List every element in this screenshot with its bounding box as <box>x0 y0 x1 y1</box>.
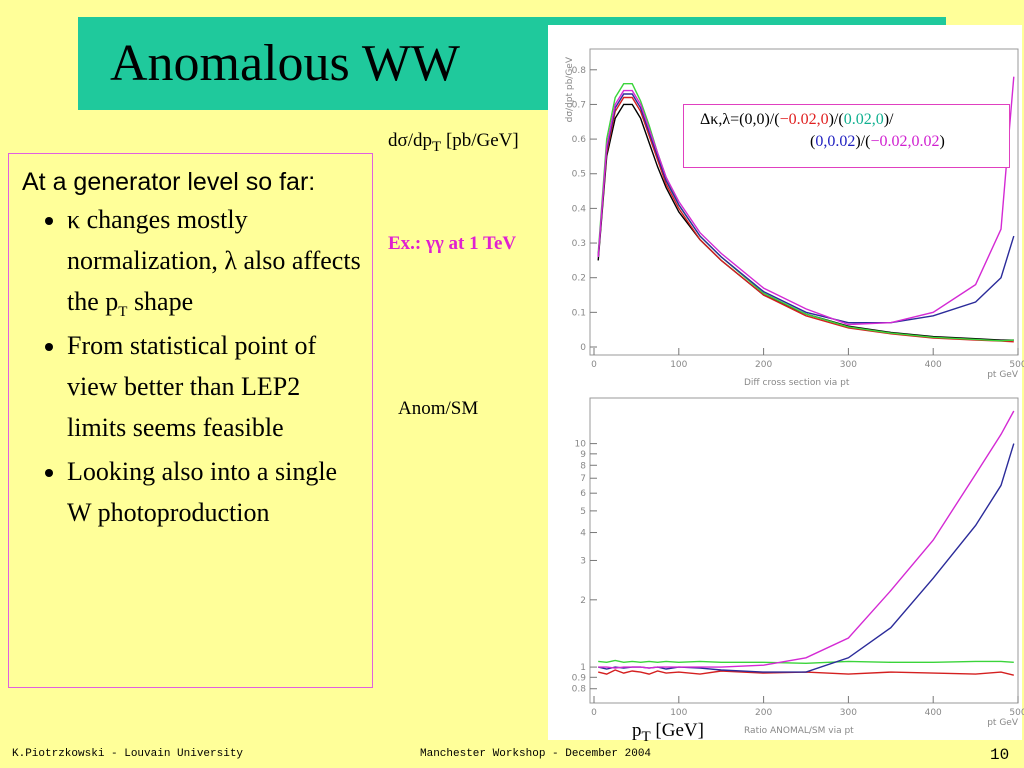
legend-segment: ) <box>939 133 945 150</box>
box-heading: At a generator level so far: <box>22 168 316 196</box>
x-tick-label: 300 <box>840 708 857 718</box>
bullet: From statistical point of view better th… <box>67 325 362 448</box>
x-tick-label: 0 <box>591 708 597 718</box>
bullet-text: κ changes mostly normalization, λ also a… <box>67 205 361 316</box>
text-box: At a generator level so far: κ changes m… <box>8 153 373 688</box>
series-line <box>598 410 1015 669</box>
x-tick-label: 100 <box>670 708 687 718</box>
y-tick-label: 4 <box>580 529 586 539</box>
legend-segment: )/ <box>883 111 894 128</box>
label-text: [GeV] <box>650 720 704 741</box>
plot-frame <box>589 48 1019 356</box>
example-note: Ex.: γγ at 1 TeV <box>388 233 517 254</box>
y-tick-label: 8 <box>580 461 586 471</box>
x-tick-label: 400 <box>925 708 942 718</box>
series-line <box>598 443 1015 673</box>
x-tick-label: 100 <box>670 360 687 370</box>
x-axis-label: pt GeV <box>987 370 1019 380</box>
y-tick-label: 1 <box>580 663 586 673</box>
y-tick-label: 2 <box>580 596 586 606</box>
y-label-bottom: Anom/SM <box>398 398 479 419</box>
y-tick-label: 0.4 <box>572 204 587 214</box>
label-sub: T <box>641 728 651 745</box>
axis-title: Diff cross section via pt <box>744 378 850 388</box>
legend: Δκ,λ=(0,0)/(−0.02,0)/(0.02,0)/(0,0.02)/(… <box>683 104 1010 168</box>
legend-segment: 0.02,0 <box>843 111 884 128</box>
y-tick-label: 0.9 <box>572 673 587 683</box>
bullet-text: T <box>118 304 128 321</box>
label-sub: T <box>432 138 442 155</box>
y-tick-label: 0.5 <box>572 170 586 180</box>
y-tick-label: 7 <box>580 474 586 484</box>
y-tick-label: 0 <box>580 343 586 353</box>
y-tick-label: 10 <box>575 440 587 450</box>
x-tick-label: 200 <box>755 708 772 718</box>
bullet: Looking also into a single W photoproduc… <box>67 451 362 533</box>
legend-line: Δκ,λ=(0,0)/(−0.02,0)/(0.02,0)/ <box>700 109 1009 131</box>
legend-segment: 0,0.02 <box>815 133 856 150</box>
label-text: p <box>632 720 642 741</box>
bullet-text: From statistical point of view better th… <box>67 331 317 442</box>
bullet: κ changes mostly normalization, λ also a… <box>67 199 362 322</box>
y-tick-label: 0.7 <box>572 100 586 110</box>
legend-segment: Δκ,λ=(0,0)/( <box>700 111 780 128</box>
slide-title: Anomalous WW <box>110 35 460 92</box>
footer-center: Manchester Workshop - December 2004 <box>420 748 652 760</box>
x-tick-label: 200 <box>755 360 772 370</box>
legend-segment: −0.02,0 <box>779 111 829 128</box>
bullet-text: shape <box>127 287 194 316</box>
y-tick-label: 0.1 <box>572 308 586 318</box>
series-line <box>597 76 1015 326</box>
x-tick-label: 400 <box>925 360 942 370</box>
axis-title: Ratio ANOMAL/SM via pt <box>744 726 854 736</box>
y-tick-label: 3 <box>580 556 586 566</box>
y-tick-label: 0.2 <box>572 274 586 284</box>
bullet-text: Looking also into a single W photoproduc… <box>67 457 338 527</box>
page-number: 10 <box>990 746 1010 764</box>
series-line <box>597 93 1015 324</box>
bullet-list: κ changes mostly normalization, λ also a… <box>19 199 362 533</box>
y-tick-label: 5 <box>580 507 586 517</box>
y-tick-label: 0.6 <box>572 135 587 145</box>
series-line <box>598 659 1014 665</box>
x-tick-label: 500 <box>1009 360 1024 370</box>
label-text: dσ/dp <box>388 130 433 151</box>
y-label-top: dσ/dpT [pb/GeV] <box>388 130 519 155</box>
x-axis-label: pt GeV <box>987 718 1019 728</box>
label-text: [pb/GeV] <box>441 130 519 151</box>
legend-segment: ( <box>810 133 816 150</box>
series-line <box>598 669 1014 676</box>
plot-frame <box>589 397 1019 704</box>
legend-line: (0,0.02)/(−0.02,0.02) <box>700 131 1009 153</box>
x-tick-label: 500 <box>1009 708 1024 718</box>
x-label: pT [GeV] <box>632 720 704 745</box>
y-axis-label: dσ/dpt pb/GeV <box>565 56 575 122</box>
y-tick-label: 9 <box>580 450 586 460</box>
y-tick-label: 6 <box>580 489 586 499</box>
legend-segment: )/( <box>855 133 871 150</box>
y-tick-label: 0.8 <box>572 66 587 76</box>
x-tick-label: 300 <box>840 360 857 370</box>
y-tick-label: 0.8 <box>572 685 587 695</box>
x-tick-label: 0 <box>591 360 597 370</box>
legend-segment: )/( <box>828 111 844 128</box>
legend-segment: −0.02,0.02 <box>870 133 940 150</box>
footer-left: K.Piotrzkowski - Louvain University <box>12 748 244 760</box>
y-tick-label: 0.3 <box>572 239 586 249</box>
